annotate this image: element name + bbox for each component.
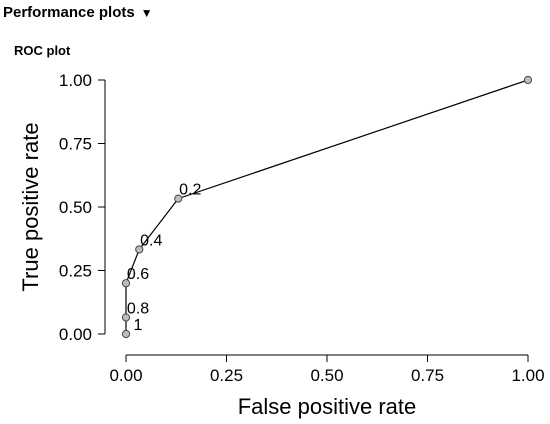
y-tick-label: 0.25 — [59, 262, 92, 281]
threshold-label: 0.6 — [127, 266, 149, 283]
axes: 0.00 0.25 0.50 0.75 1.00 False positive rate 0… — [18, 71, 545, 419]
threshold-label: 0.8 — [127, 300, 149, 317]
triangle-down-icon: ▼ — [140, 5, 153, 20]
x-tick-label: 1.00 — [511, 366, 544, 385]
roc-point — [174, 194, 183, 203]
y-axis-title: True positive rate — [18, 122, 43, 291]
roc-point — [523, 75, 533, 85]
roc-series — [121, 75, 533, 339]
y-tick-label: 1.00 — [59, 71, 92, 90]
section-title: Performance plots — [3, 4, 135, 21]
threshold-label: 1 — [134, 317, 143, 334]
threshold-label: 0.4 — [140, 232, 162, 249]
threshold-label: 0.2 — [179, 182, 201, 199]
roc-point — [135, 245, 144, 254]
roc-point — [121, 329, 131, 339]
performance-plots-toggle[interactable]: Performance plots ▼ — [3, 4, 153, 21]
x-tick-label: 0.00 — [109, 366, 142, 385]
x-tick-label: 0.25 — [210, 366, 243, 385]
y-tick-label: 0.75 — [59, 135, 92, 154]
x-axis-title: False positive rate — [238, 394, 417, 419]
y-tick-label: 0.50 — [59, 198, 92, 217]
y-tick-label: 0.00 — [59, 325, 92, 344]
roc-point — [121, 313, 131, 322]
x-tick-label: 0.50 — [310, 366, 343, 385]
x-tick-label: 0.75 — [411, 366, 444, 385]
point-labels: 10.8 0.6 0.4 0.2 — [127, 182, 202, 334]
roc-point — [121, 279, 131, 288]
roc-line — [125, 79, 529, 334]
plot-title: ROC plot — [14, 43, 71, 58]
